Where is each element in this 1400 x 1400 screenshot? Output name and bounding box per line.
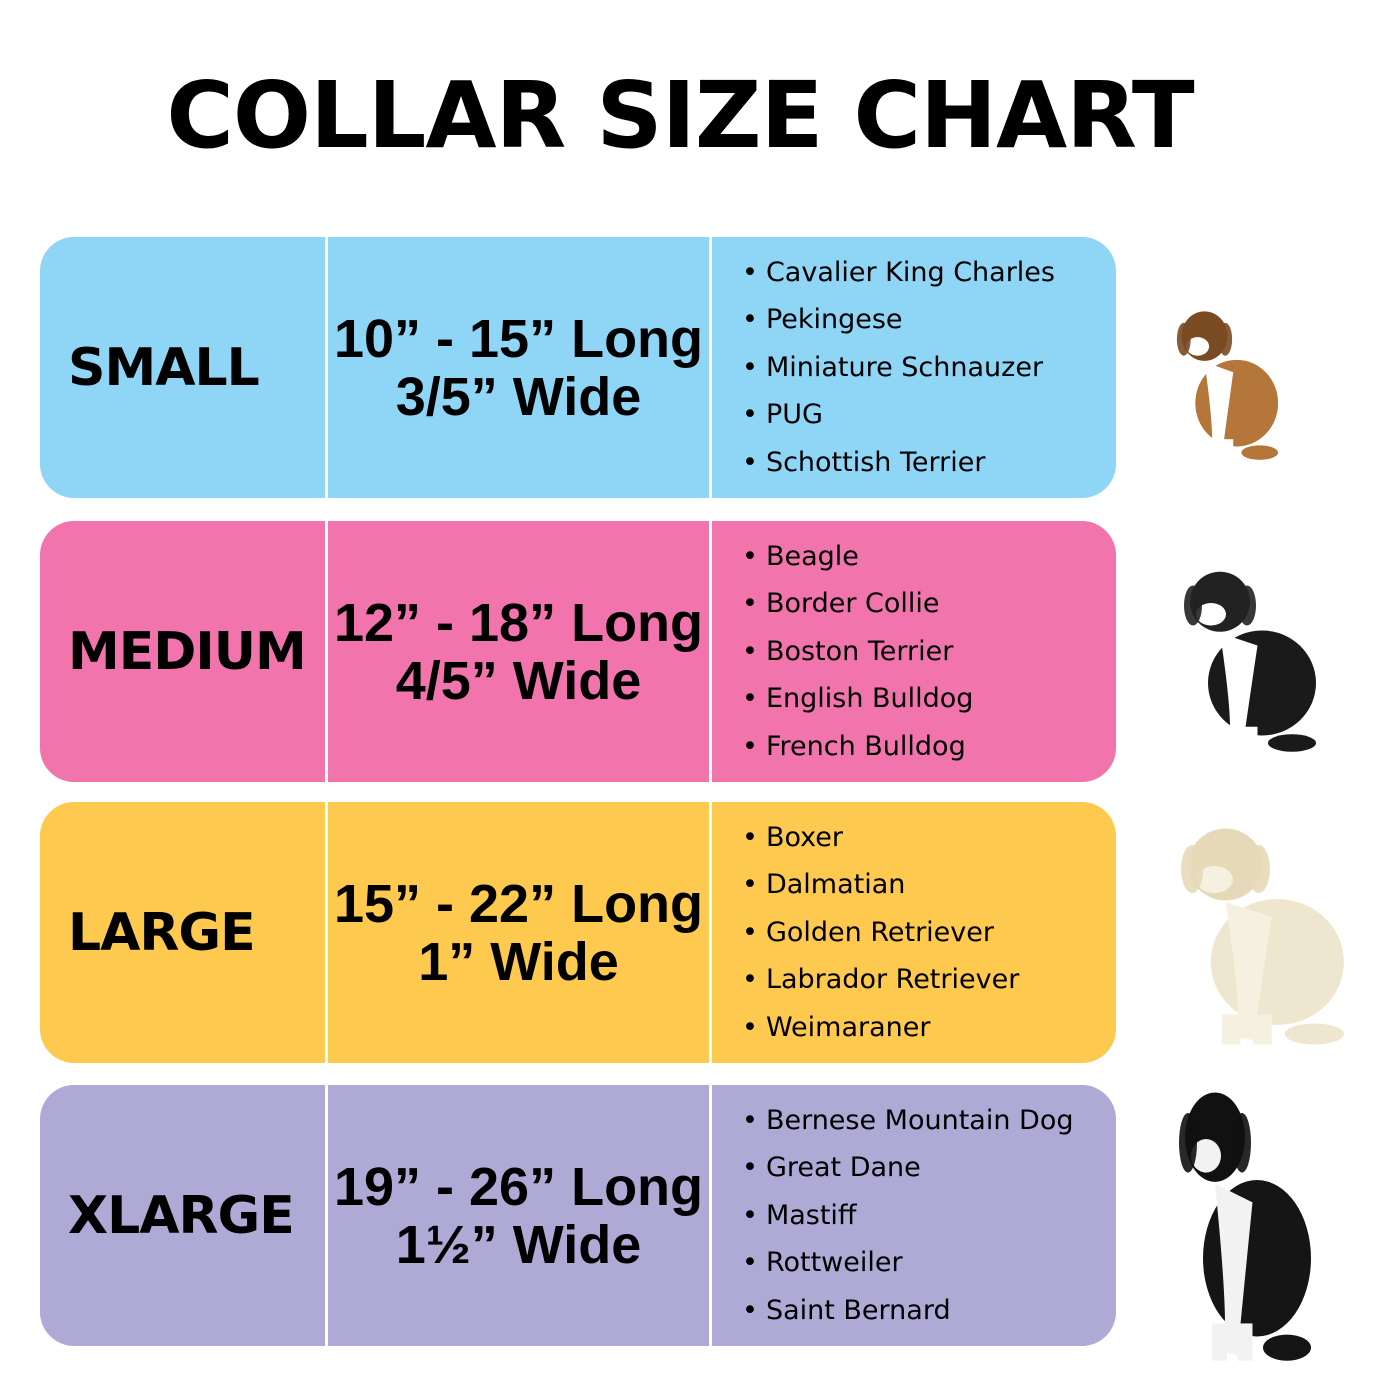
size-label: LARGE <box>68 902 256 963</box>
breed-list: Cavalier King CharlesPekingeseMiniature … <box>712 237 1116 498</box>
breed-list: Bernese Mountain DogGreat DaneMastiffRot… <box>712 1085 1116 1346</box>
breed-item: PUG <box>742 391 1055 439</box>
labrador-icon <box>1181 828 1344 1045</box>
breed-item: Pekingese <box>742 296 1055 344</box>
divider <box>709 802 712 1063</box>
divider <box>709 1085 712 1346</box>
beagle-icon <box>1176 311 1279 460</box>
breed-item: Border Collie <box>742 580 973 628</box>
breed-item: Miniature Schnauzer <box>742 344 1055 392</box>
length-text: 12” - 18” Long <box>333 592 704 653</box>
breed-item: Saint Bernard <box>742 1287 1074 1335</box>
breed-item: Dalmatian <box>742 861 1019 909</box>
width-text: 1½” Wide <box>395 1214 642 1275</box>
breed-item: French Bulldog <box>742 723 973 771</box>
breed-item: Bernese Mountain Dog <box>742 1097 1074 1145</box>
breed-item: Cavalier King Charles <box>742 249 1055 297</box>
breed-list: BeagleBorder CollieBoston TerrierEnglish… <box>712 521 1116 782</box>
breed-item: Schottish Terrier <box>742 439 1055 487</box>
dimensions: 15” - 22” Long 1” Wide <box>328 802 709 1063</box>
width-text: 4/5” Wide <box>395 650 642 711</box>
breed-item: Boston Terrier <box>742 628 973 676</box>
divider <box>325 237 328 498</box>
dimensions: 10” - 15” Long 3/5” Wide <box>328 237 709 498</box>
length-text: 15” - 22” Long <box>333 873 704 934</box>
width-text: 3/5” Wide <box>395 366 642 427</box>
size-row-medium: MEDIUM 12” - 18” Long 4/5” Wide BeagleBo… <box>40 521 1116 782</box>
length-text: 19” - 26” Long <box>333 1156 704 1217</box>
dimensions: 12” - 18” Long 4/5” Wide <box>328 521 709 782</box>
breed-item: English Bulldog <box>742 675 974 723</box>
size-label: MEDIUM <box>68 621 307 682</box>
breed-item: Rottweiler <box>742 1239 1074 1287</box>
divider <box>325 521 328 782</box>
breed-item: Mastiff <box>742 1192 1074 1240</box>
breed-item: Great Dane <box>742 1144 1074 1192</box>
length-text: 10” - 15” Long <box>333 308 704 369</box>
page-title: COLLAR SIZE CHART <box>166 62 1194 169</box>
breed-item: Labrador Retriever <box>742 956 1019 1004</box>
size-row-small: SMALL 10” - 15” Long 3/5” Wide Cavalier … <box>40 237 1116 498</box>
divider <box>325 1085 328 1346</box>
breed-item: Weimaraner <box>742 1004 1019 1052</box>
size-label: SMALL <box>68 337 260 398</box>
divider <box>709 237 712 498</box>
breed-item: Boxer <box>742 814 1019 862</box>
divider <box>709 521 712 782</box>
great-dane-icon <box>1179 1092 1311 1361</box>
breed-list: BoxerDalmatianGolden RetrieverLabrador R… <box>712 802 1116 1063</box>
divider <box>325 802 328 1063</box>
breed-item: Beagle <box>742 533 973 581</box>
size-label: XLARGE <box>68 1185 295 1246</box>
dimensions: 19” - 26” Long 1½” Wide <box>328 1085 709 1346</box>
size-row-large: LARGE 15” - 22” Long 1” Wide BoxerDalmat… <box>40 802 1116 1063</box>
breed-item: Golden Retriever <box>742 909 1019 957</box>
australian-shepherd-icon <box>1184 571 1316 752</box>
size-row-xlarge: XLARGE 19” - 26” Long 1½” Wide Bernese M… <box>40 1085 1116 1346</box>
width-text: 1” Wide <box>418 931 619 992</box>
